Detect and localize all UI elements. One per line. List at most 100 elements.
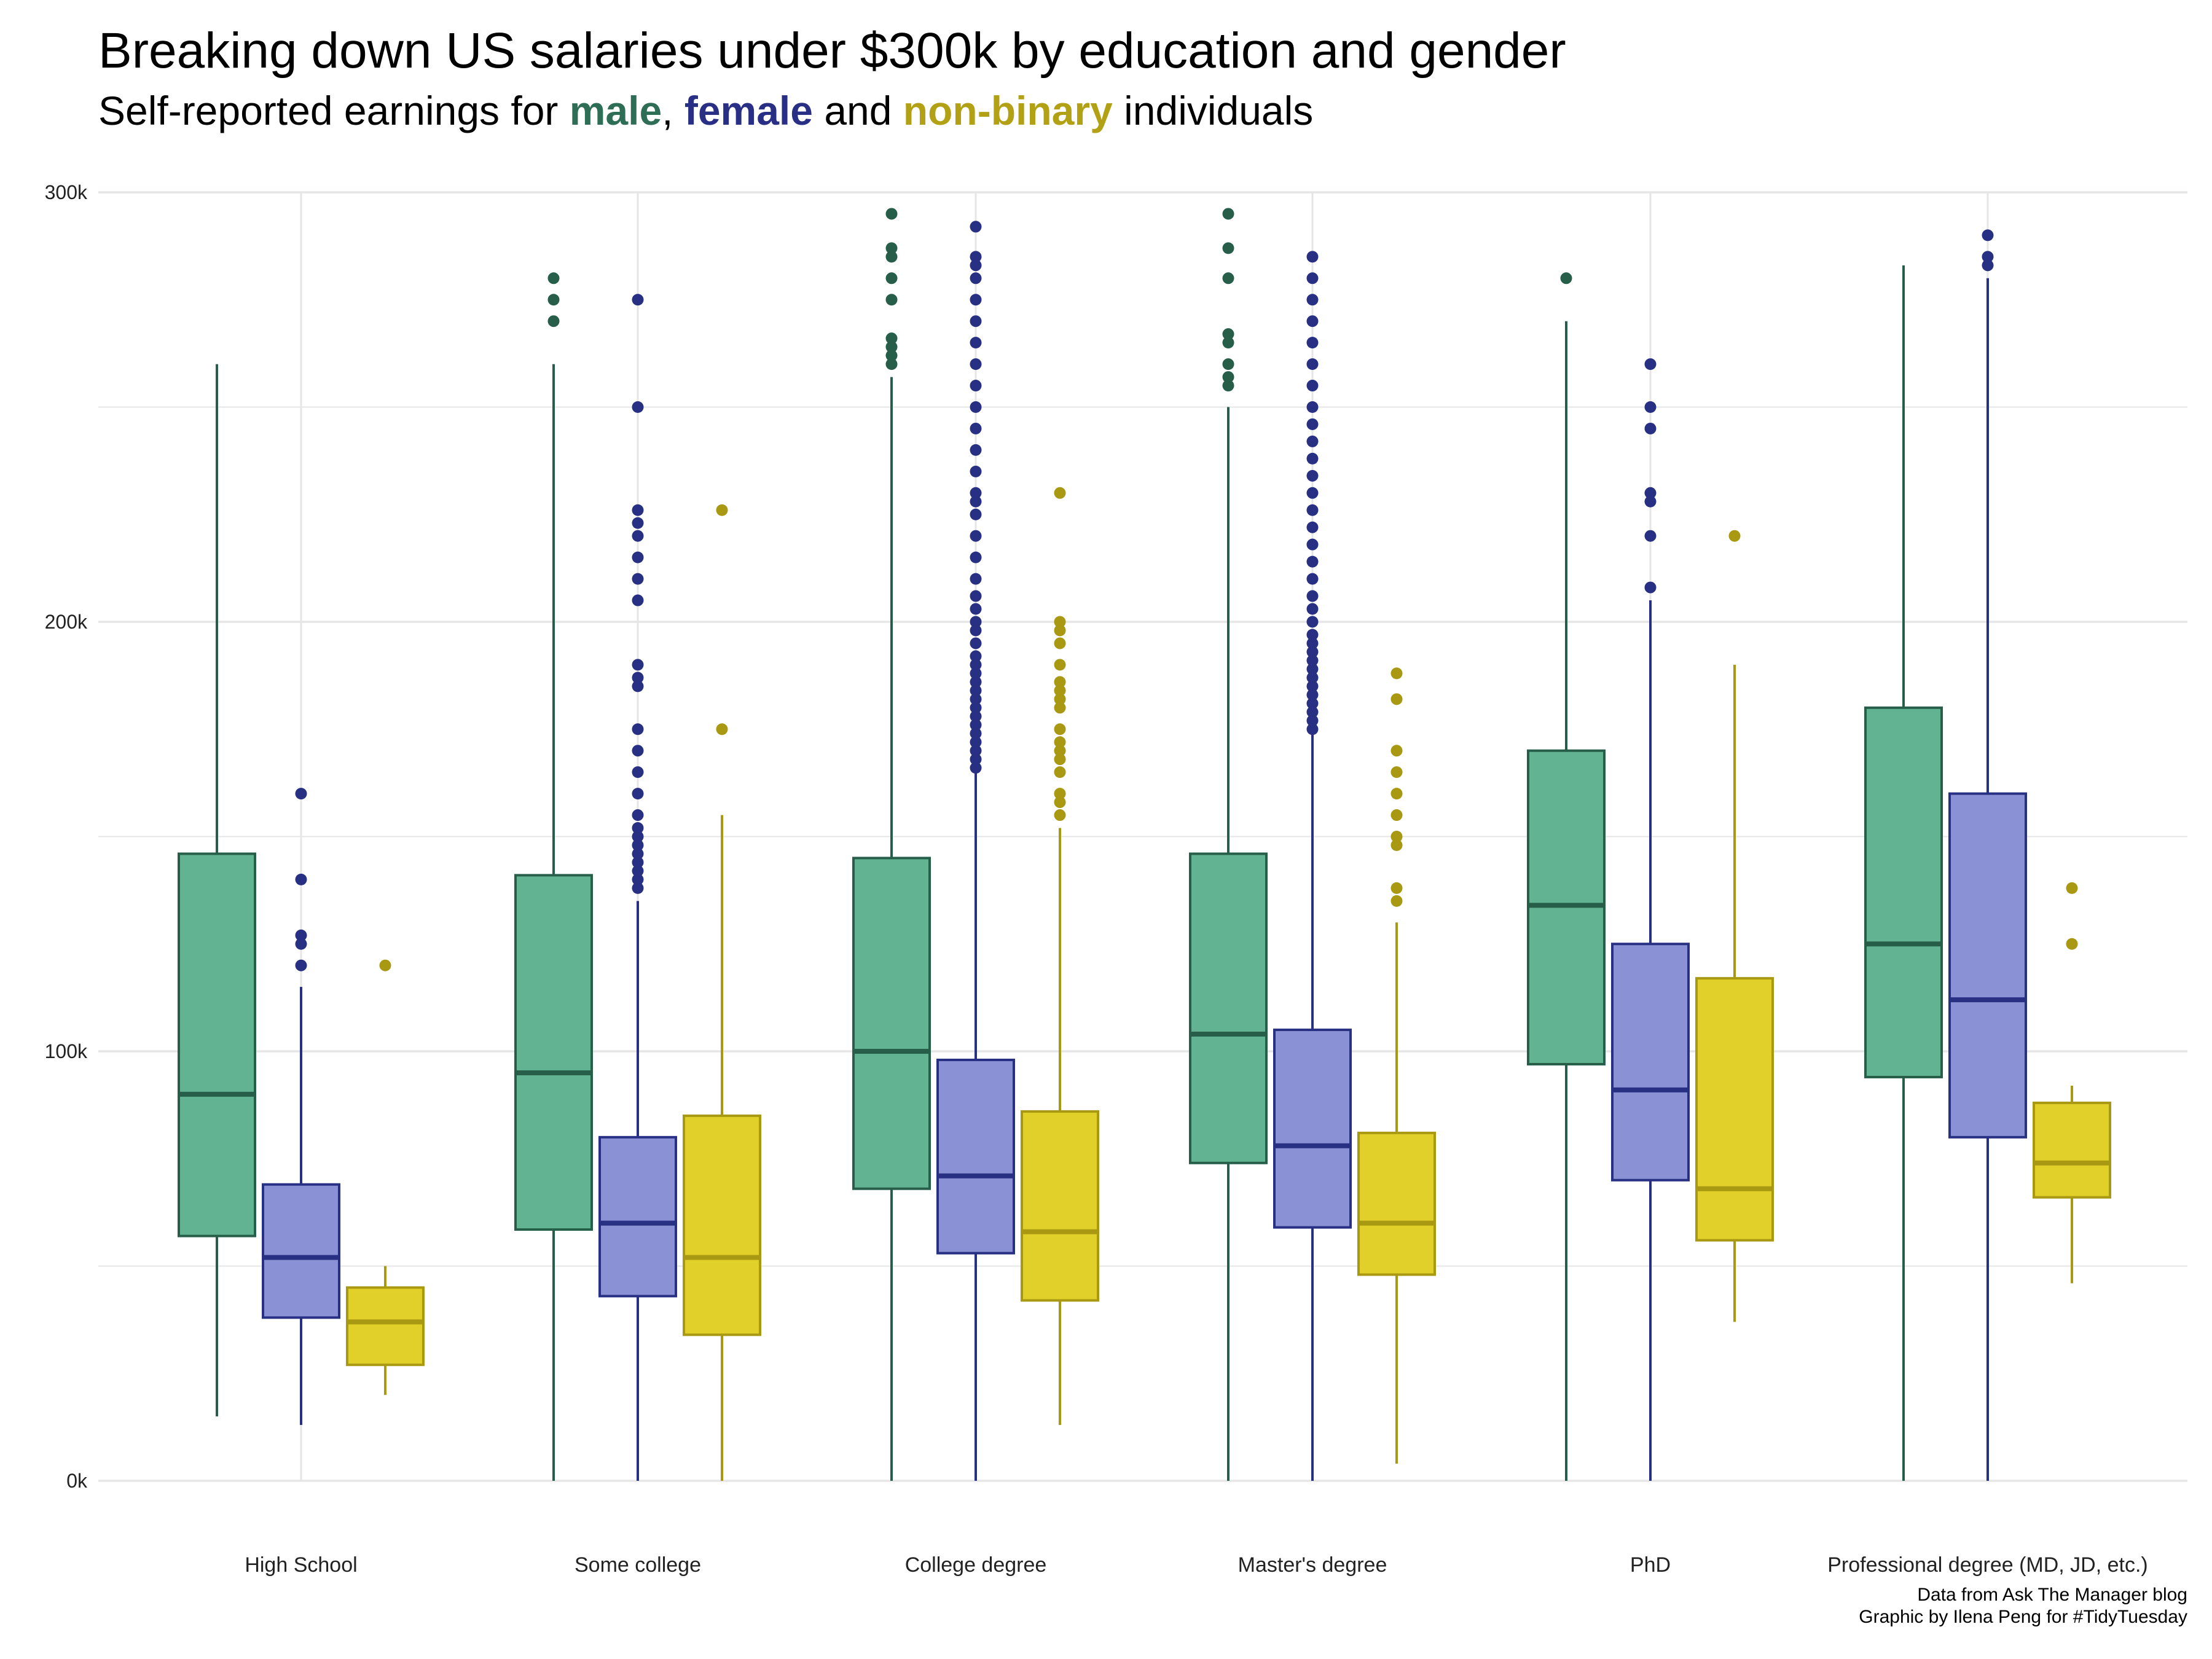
outlier-point-female [632,822,644,834]
outlier-point-female [1306,380,1319,392]
outlier-point-female [1306,697,1319,710]
outlier-point-male [1222,272,1234,284]
outlier-point-non-binary [1054,616,1066,628]
outlier-point-non-binary [716,723,728,735]
outlier-point-female [1306,435,1319,447]
outlier-point-female [1644,581,1657,594]
outlier-point-female [632,745,644,757]
outlier-point-female [1306,555,1319,568]
outlier-point-non-binary [1054,624,1066,637]
outlier-point-female [970,573,982,585]
outlier-point-female [1306,504,1319,516]
outlier-point-female [970,659,982,671]
outlier-point-female [1982,259,1994,272]
outlier-point-female [632,573,644,585]
outlier-point-female [295,959,307,971]
outlier-point-male [885,242,898,254]
outlier-point-female [970,762,982,774]
outlier-point-non-binary [1054,745,1066,757]
outlier-point-female [970,508,982,520]
outlier-point-male [885,272,898,284]
outlier-point-female [1306,521,1319,533]
outlier-point-non-binary [1390,693,1403,705]
outlier-point-female [1644,422,1657,434]
outlier-point-female [632,839,644,851]
outlier-point-female [1306,272,1319,284]
caption-credit: Graphic by Ilena Peng for #TidyTuesday [1859,1607,2187,1627]
outlier-point-female [1982,229,1994,241]
outlier-point-female [632,723,644,735]
outlier-point-male [1222,242,1234,254]
box-non-binary-professional-degree-md-jd-etc [2033,1101,2111,1199]
outlier-point-non-binary [1054,723,1066,735]
outlier-point-non-binary [1390,839,1403,851]
outlier-point-female [970,603,982,615]
x-tick-label: PhD [1630,1553,1671,1577]
outlier-point-female [1306,452,1319,465]
outlier-point-female [970,702,982,714]
outlier-point-female [1306,358,1319,371]
outlier-point-female [970,401,982,413]
outlier-point-female [1306,680,1319,692]
outlier-point-female [632,847,644,860]
outlier-point-male [885,350,898,362]
outlier-point-male [1222,208,1234,220]
y-tick-label: 100k [45,1040,88,1062]
outlier-point-non-binary [1390,809,1403,822]
outlier-point-female [970,667,982,680]
outlier-point-non-binary [1054,796,1066,809]
outlier-point-female [970,616,982,628]
subtitle-sep2: and [812,88,903,133]
outlier-point-male [1560,272,1572,284]
outlier-point-female [1306,487,1319,499]
y-tick-label: 0k [66,1470,88,1492]
outlier-point-female [970,710,982,723]
box-male-master-s-degree [1189,852,1268,1164]
outlier-point-female [632,788,644,800]
outlier-point-non-binary [1054,702,1066,714]
outlier-point-non-binary [1728,530,1741,542]
outlier-point-female [1306,629,1319,641]
outlier-point-non-binary [1054,788,1066,800]
outlier-point-male [1222,337,1234,349]
x-tick-label: High School [245,1553,357,1577]
outlier-point-female [1306,401,1319,413]
outlier-point-female [970,530,982,542]
outlier-point-female [632,659,644,671]
outlier-point-female [970,676,982,688]
outlier-point-male [885,332,898,345]
outlier-point-female [632,594,644,606]
outlier-point-female [1982,251,1994,263]
outlier-point-non-binary [1054,676,1066,688]
outlier-point-non-binary [716,504,728,516]
outlier-point-non-binary [1054,809,1066,822]
outlier-point-male [1222,328,1234,340]
outlier-point-female [1306,654,1319,667]
outlier-point-female [970,315,982,327]
outlier-point-female [970,736,982,748]
outlier-point-non-binary [2066,938,2078,950]
outlier-point-female [1306,251,1319,263]
box-female-phd [1611,943,1690,1182]
outlier-point-female [632,294,644,306]
outlier-point-non-binary [1054,766,1066,779]
outlier-point-female [1306,603,1319,615]
outlier-point-non-binary [1054,684,1066,697]
subtitle-sep1: , [662,88,684,133]
outlier-point-female [970,637,982,649]
outlier-point-female [970,684,982,697]
outlier-point-non-binary [2066,882,2078,894]
chart-subtitle: Self-reported earnings for male, female … [98,87,1313,134]
box-male-high-school [178,852,256,1237]
outlier-point-female [632,672,644,684]
outlier-point-male [885,251,898,263]
outlier-point-female [970,590,982,602]
outlier-point-non-binary [1054,693,1066,705]
outlier-point-female [1306,469,1319,482]
outlier-point-female [1306,672,1319,684]
outlier-point-female [1306,706,1319,718]
outlier-point-female [1306,315,1319,327]
outlier-point-non-binary [1390,766,1403,779]
outlier-point-female [970,272,982,284]
